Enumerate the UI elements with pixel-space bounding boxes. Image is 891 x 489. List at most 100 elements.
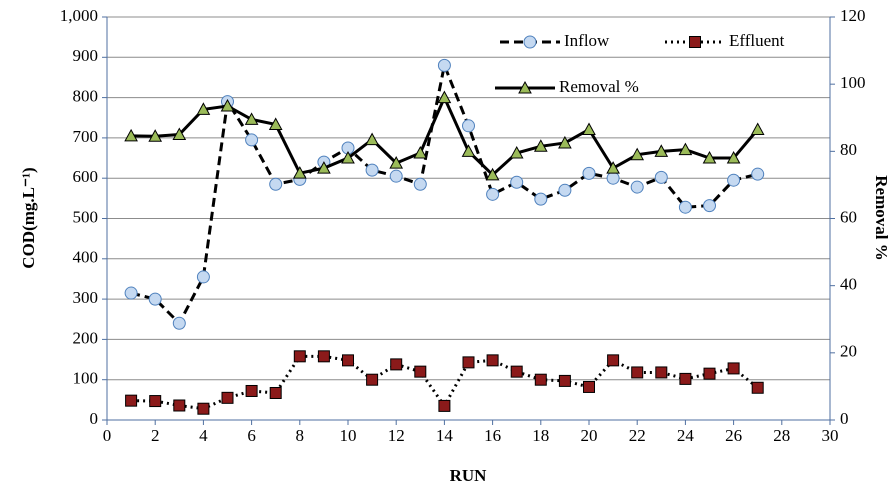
point bbox=[655, 366, 668, 379]
point bbox=[678, 142, 693, 156]
point bbox=[727, 362, 740, 375]
point bbox=[702, 151, 717, 164]
point bbox=[679, 372, 692, 385]
x-tick-label: 4 bbox=[199, 426, 208, 445]
x-axis-label: RUN bbox=[450, 466, 488, 485]
y-tick-label: 300 bbox=[73, 288, 99, 307]
x-tick-label: 2 bbox=[151, 426, 160, 445]
y2-tick-label: 20 bbox=[840, 342, 857, 361]
point bbox=[342, 354, 354, 367]
point bbox=[341, 151, 355, 164]
point bbox=[678, 200, 692, 214]
x-tick-label: 16 bbox=[484, 426, 501, 445]
point bbox=[244, 112, 259, 125]
point bbox=[413, 177, 427, 191]
point bbox=[173, 399, 186, 412]
x-tick-label: 28 bbox=[773, 426, 790, 445]
point bbox=[365, 163, 379, 177]
point bbox=[510, 365, 523, 378]
point bbox=[583, 380, 595, 393]
y-tick-label: 1,000 bbox=[60, 6, 98, 25]
y-tick-label: 400 bbox=[73, 248, 99, 267]
point bbox=[582, 166, 596, 180]
point bbox=[268, 117, 283, 130]
point bbox=[149, 395, 162, 408]
x-tick-label: 6 bbox=[247, 426, 256, 445]
point bbox=[703, 199, 716, 213]
y-tick-label: 900 bbox=[73, 46, 99, 65]
point bbox=[317, 161, 331, 174]
y2-tick-label: 100 bbox=[840, 73, 866, 92]
point bbox=[317, 350, 330, 363]
point bbox=[654, 144, 669, 157]
point bbox=[197, 402, 210, 415]
point bbox=[534, 373, 547, 386]
point bbox=[510, 175, 524, 189]
point bbox=[751, 167, 765, 181]
point bbox=[413, 145, 428, 159]
point bbox=[582, 122, 596, 136]
y-tick-label: 600 bbox=[73, 167, 99, 186]
point bbox=[630, 147, 645, 161]
point bbox=[703, 367, 716, 380]
x-tick-label: 18 bbox=[532, 426, 549, 445]
y2-tick-label: 120 bbox=[840, 6, 866, 25]
point bbox=[533, 139, 548, 152]
point bbox=[389, 169, 403, 183]
point bbox=[509, 145, 524, 159]
x-tick-label: 8 bbox=[296, 426, 305, 445]
point bbox=[366, 373, 379, 386]
point bbox=[631, 366, 644, 379]
point bbox=[485, 167, 500, 181]
point bbox=[389, 156, 404, 169]
x-tick-label: 30 bbox=[822, 426, 839, 445]
legend-label: Removal % bbox=[559, 77, 639, 96]
point bbox=[125, 394, 138, 407]
point bbox=[486, 354, 499, 367]
legend-label: Effluent bbox=[729, 31, 785, 50]
point bbox=[558, 183, 572, 197]
y-tick-label: 800 bbox=[73, 87, 99, 106]
point bbox=[558, 135, 572, 149]
point bbox=[172, 127, 187, 141]
point bbox=[534, 192, 548, 206]
point bbox=[462, 356, 475, 369]
point bbox=[437, 58, 451, 72]
point bbox=[365, 132, 379, 146]
legend-marker bbox=[523, 35, 537, 49]
x-tick-label: 12 bbox=[388, 426, 405, 445]
point bbox=[751, 381, 764, 394]
x-tick-label: 14 bbox=[436, 426, 454, 445]
legend-marker bbox=[689, 36, 701, 48]
point bbox=[172, 316, 186, 330]
y-tick-label: 200 bbox=[73, 328, 99, 347]
point bbox=[269, 386, 282, 399]
y-axis-label: COD(mg.L⁻¹) bbox=[19, 167, 38, 268]
point bbox=[293, 350, 306, 363]
y-tick-label: 100 bbox=[73, 369, 99, 388]
point bbox=[414, 365, 427, 378]
point bbox=[196, 270, 210, 284]
x-tick-label: 22 bbox=[629, 426, 646, 445]
y2-tick-label: 0 bbox=[840, 409, 849, 428]
y-tick-label: 500 bbox=[73, 207, 99, 226]
y2-axis-label: Removal % bbox=[872, 175, 891, 260]
point bbox=[438, 399, 451, 412]
y-tick-label: 0 bbox=[90, 409, 99, 428]
point bbox=[558, 374, 571, 387]
point bbox=[461, 144, 476, 157]
point bbox=[221, 391, 234, 404]
point bbox=[245, 133, 259, 147]
legend-label: Inflow bbox=[564, 31, 610, 50]
y2-tick-label: 60 bbox=[840, 207, 857, 226]
point bbox=[220, 98, 235, 112]
point bbox=[390, 358, 403, 371]
point bbox=[750, 122, 765, 136]
point bbox=[124, 286, 138, 300]
point bbox=[606, 161, 620, 174]
x-tick-label: 10 bbox=[340, 426, 357, 445]
x-tick-label: 26 bbox=[725, 426, 742, 445]
point bbox=[245, 384, 258, 397]
point bbox=[148, 292, 162, 306]
